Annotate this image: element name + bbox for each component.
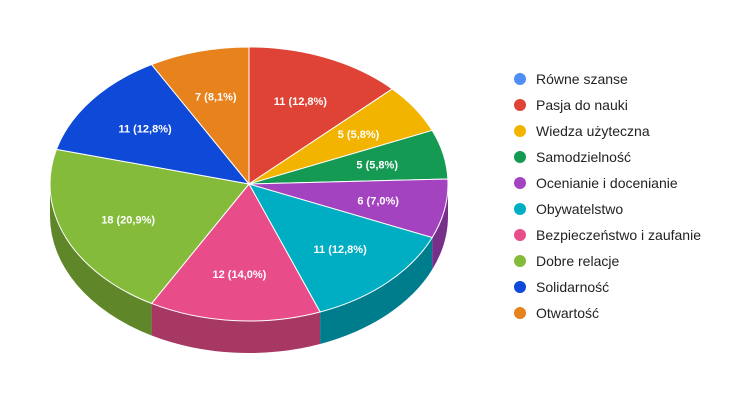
legend-swatch [514, 281, 526, 293]
legend-label: Samodzielność [536, 149, 631, 165]
slice-label-pasja-do-nauki: 11 (12,8%) [274, 96, 328, 108]
legend: Równe szanse Pasja do nauki Wiedza użytecz… [514, 66, 701, 326]
legend-label: Obywatelstwo [536, 201, 624, 217]
slice-label-ocenianie-i-docenianie: 6 (7,0%) [357, 195, 399, 207]
legend-label: Dobre relacje [536, 253, 620, 269]
pie-data-labels: 11 (12,8%) 5 (5,8%) 5 (5,8%) 6 (7,0%) 11 (12… [101, 92, 399, 282]
legend-item-otwartosc: Otwartość [514, 300, 701, 326]
pie-side-obywatelstwo [320, 237, 433, 344]
legend-item-obywatelstwo: Obywatelstwo [514, 196, 701, 222]
legend-swatch [514, 229, 526, 241]
legend-item-ocenianie-i-docenianie: Ocenianie i docenianie [514, 170, 701, 196]
slice-label-obywatelstwo: 11 (12,8%) [314, 244, 368, 256]
legend-swatch [514, 307, 526, 319]
pie-slice-dobre-relacje [49, 148, 250, 305]
slice-label-wiedza-uzyteczna: 5 (5,8%) [338, 129, 380, 141]
legend-swatch [514, 255, 526, 267]
legend-item-samodzielnosc: Samodzielność [514, 144, 701, 170]
legend-label: Solidarność [536, 279, 610, 295]
pie-slice-pasja-do-nauki [248, 46, 394, 185]
legend-label: Pasja do nauki [536, 97, 628, 113]
pie-slice-bezpieczenstwo-i-zaufanie [150, 183, 321, 322]
slice-label-samodzielnosc: 5 (5,8%) [356, 159, 398, 171]
pie-chart: 11 (12,8%) 5 (5,8%) 5 (5,8%) 6 (7,0%) 11 (12… [49, 46, 449, 354]
legend-item-dobre-relacje: Dobre relacje [514, 248, 701, 274]
legend-label: Otwartość [536, 305, 600, 321]
pie-slice-solidarnosc [55, 63, 251, 185]
legend-label: Bezpieczeństwo i zaufanie [536, 227, 701, 243]
legend-item-solidarnosc: Solidarność [514, 274, 701, 300]
slice-label-otwartosc: 7 (8,1%) [195, 92, 237, 104]
pie-side-dobre-relacje [50, 184, 152, 336]
legend-swatch [514, 177, 526, 189]
legend-swatch [514, 151, 526, 163]
legend-swatch [514, 99, 526, 111]
legend-label: Ocenianie i docenianie [536, 175, 678, 191]
legend-item-wiedza-uzyteczna: Wiedza użyteczna [514, 118, 701, 144]
legend-item-rowne-szanse: Równe szanse [514, 66, 701, 92]
legend-swatch [514, 125, 526, 137]
pie-slice-obywatelstwo [247, 183, 433, 313]
slice-label-solidarnosc: 11 (12,8%) [118, 124, 172, 136]
slice-label-bezpieczenstwo-i-zaufanie: 12 (14,0%) [213, 269, 267, 281]
slice-label-dobre-relacje: 18 (20,9%) [101, 214, 155, 226]
legend-item-pasja-do-nauki: Pasja do nauki [514, 92, 701, 118]
legend-item-bezpieczenstwo-i-zaufanie: Bezpieczeństwo i zaufanie [514, 222, 701, 248]
pie-side-ocenianie-i-docenianie [432, 184, 448, 270]
legend-label: Wiedza użyteczna [536, 123, 650, 139]
pie-slice-otwartosc [150, 46, 250, 186]
legend-swatch [514, 73, 526, 85]
pie-slices [49, 46, 449, 322]
legend-label: Równe szanse [536, 71, 628, 87]
legend-swatch [514, 203, 526, 215]
